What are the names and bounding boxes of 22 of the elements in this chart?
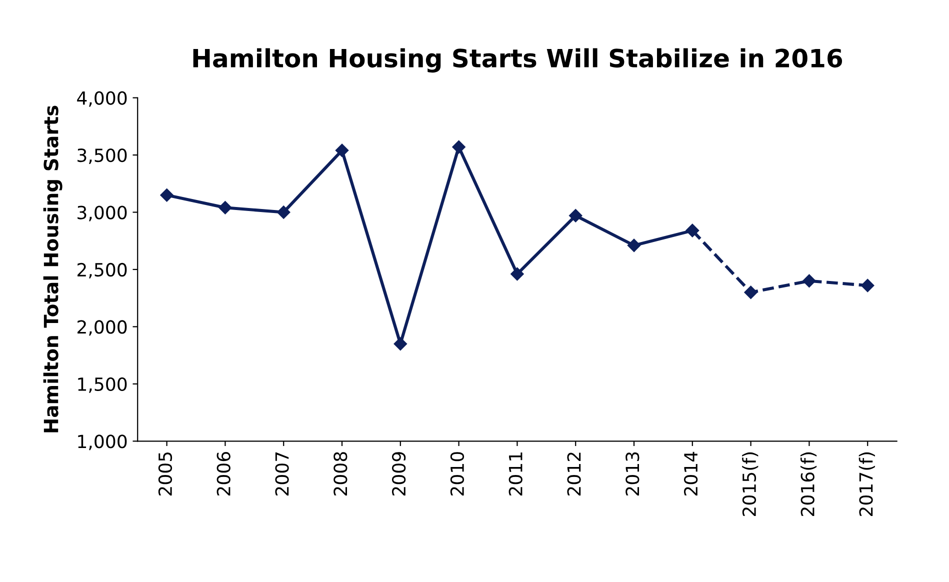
y-tick-label: 2,000 <box>78 320 127 336</box>
x-tick-label: 2015(f) <box>742 452 758 516</box>
chart-title: Hamilton Housing Starts Will Stabilize in 2016 <box>193 48 842 73</box>
y-tick-label: 4,000 <box>77 91 127 107</box>
y-tick-label: 2,500 <box>78 262 127 278</box>
x-tick-label: 2017(f) <box>858 452 875 516</box>
x-tick-label: 2011 <box>508 452 522 496</box>
x-tick-label: 2005 <box>158 452 172 496</box>
x-tick-label: 2008 <box>334 452 348 496</box>
y-tick-label: 3,000 <box>78 206 127 222</box>
x-tick-label: 2009 <box>392 452 406 496</box>
x-tick-label: 2013 <box>626 452 640 496</box>
y-axis-title: Hamilton Total Housing Starts <box>43 106 62 432</box>
y-tick-label: 1,500 <box>78 377 127 393</box>
y-tick-label: 1,000 <box>78 434 127 450</box>
y-tick-label: 3,500 <box>78 148 127 164</box>
x-tick-label: 2006 <box>216 452 230 496</box>
x-tick-label: 2014 <box>684 452 698 496</box>
x-tick-label: 2010 <box>450 452 464 496</box>
x-tick-label: 2012 <box>567 452 581 496</box>
x-tick-label: 2007 <box>275 452 289 496</box>
x-tick-label: 2016(f) <box>800 452 817 516</box>
